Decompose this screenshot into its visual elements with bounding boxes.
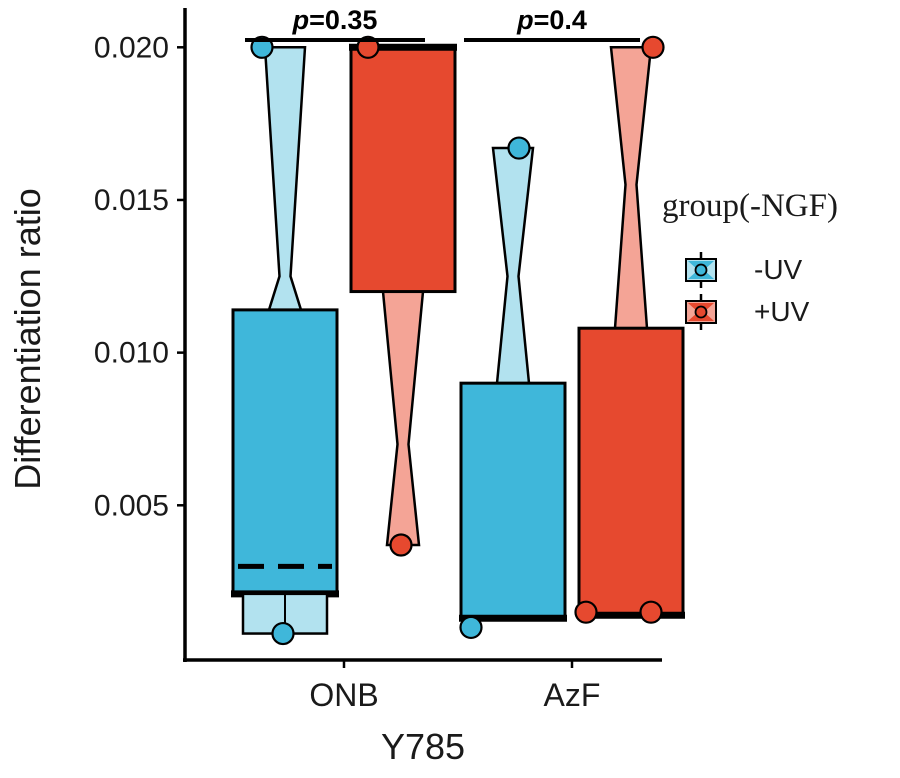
box	[577, 326, 685, 617]
p-value-text: =0.35	[309, 5, 378, 35]
key-dot	[694, 263, 708, 277]
y-tick-label: 0.015	[94, 184, 169, 217]
data-point	[507, 136, 531, 160]
y-tick-label: 0.010	[94, 337, 169, 370]
data-point	[250, 35, 274, 59]
legend-title: group(-NGF)	[662, 188, 838, 224]
box	[231, 308, 339, 596]
notched-violin	[263, 46, 307, 312]
key-dot	[694, 305, 708, 319]
notched-violin	[381, 290, 425, 547]
boxplot-key-icon	[685, 252, 717, 288]
data-point	[639, 600, 663, 624]
data-point	[459, 615, 483, 640]
data-point	[389, 533, 413, 557]
x-axis-label: Y785	[380, 726, 466, 767]
p-symbol: p	[292, 5, 310, 35]
legend: group(-NGF) -UV +UV	[662, 188, 900, 331]
pvalue-annotation-azf: p=0.4	[464, 5, 640, 42]
legend-rows: -UV +UV	[682, 251, 900, 331]
data-point	[574, 600, 598, 624]
legend-entry-label: -UV	[754, 254, 803, 285]
box	[349, 45, 457, 294]
y-axis-label: Differentiation ratio	[7, 188, 48, 490]
p-value-text: =0.4	[533, 5, 587, 35]
x-tick-label: AzF	[544, 677, 601, 713]
box	[459, 381, 567, 620]
legend-entry-label: +UV	[754, 296, 810, 327]
y-tick-label: 0.020	[94, 31, 169, 64]
p-symbol: p	[517, 5, 534, 35]
legend-entry-minus-uv: -UV	[682, 251, 900, 289]
data-point	[356, 35, 380, 59]
x-tick-label: ONB	[309, 677, 378, 713]
y-tick-label: 0.005	[94, 489, 169, 522]
boxplot-key-icon	[685, 294, 717, 330]
notched-violin	[491, 146, 535, 385]
data-point	[271, 621, 295, 646]
notched-violin	[609, 46, 653, 330]
pvalue-annotation-onb: p=0.35	[245, 5, 425, 42]
data-point	[641, 35, 665, 59]
legend-entry-plus-uv: +UV	[682, 293, 900, 331]
